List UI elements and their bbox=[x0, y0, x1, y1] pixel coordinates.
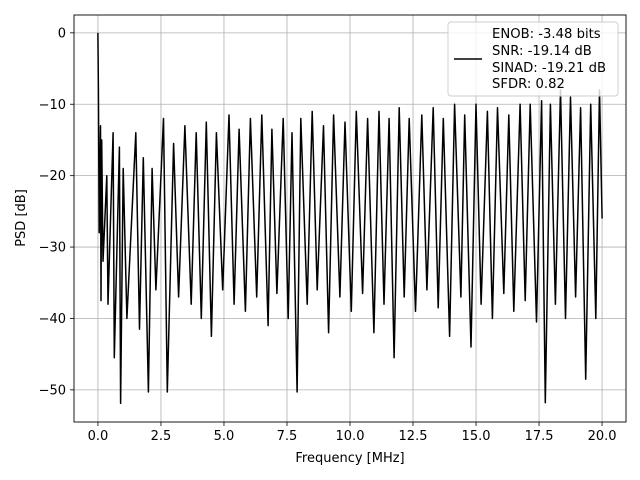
y-tick-label: −30 bbox=[39, 241, 66, 256]
x-tick-label: 0.0 bbox=[88, 429, 109, 444]
x-axis-label: Frequency [MHz] bbox=[295, 451, 404, 466]
x-tick-label: 2.5 bbox=[151, 429, 172, 444]
x-axis: 0.0 2.5 5.0 7.5 10.0 12.5 15.0 17.5 20.0 bbox=[88, 422, 617, 444]
y-axis-label: PSD [dB] bbox=[14, 189, 29, 247]
y-tick-label: −20 bbox=[39, 169, 66, 184]
x-tick-label: 5.0 bbox=[214, 429, 235, 444]
x-tick-label: 20.0 bbox=[588, 429, 617, 444]
y-axis: 0 −10 −20 −30 −40 −50 bbox=[39, 26, 74, 398]
x-tick-label: 12.5 bbox=[399, 429, 428, 444]
y-tick-label: −10 bbox=[39, 98, 66, 113]
legend-sinad: SINAD: -19.21 dB bbox=[492, 61, 606, 76]
legend: ENOB: -3.48 bits SNR: -19.14 dB SINAD: -… bbox=[447, 21, 619, 97]
psd-series-line bbox=[97, 32, 603, 405]
x-tick-label: 17.5 bbox=[525, 429, 554, 444]
x-tick-label: 15.0 bbox=[462, 429, 491, 444]
y-tick-label: 0 bbox=[58, 26, 66, 41]
x-tick-label: 10.0 bbox=[336, 429, 365, 444]
y-tick-label: −50 bbox=[39, 383, 66, 398]
y-tick-label: −40 bbox=[39, 312, 66, 327]
legend-sfdr: SFDR: 0.82 bbox=[492, 77, 565, 92]
x-tick-label: 7.5 bbox=[277, 429, 298, 444]
legend-box bbox=[447, 21, 619, 97]
series-layer bbox=[97, 32, 603, 405]
legend-snr: SNR: -19.14 dB bbox=[492, 44, 592, 59]
legend-enob: ENOB: -3.48 bits bbox=[492, 27, 601, 42]
